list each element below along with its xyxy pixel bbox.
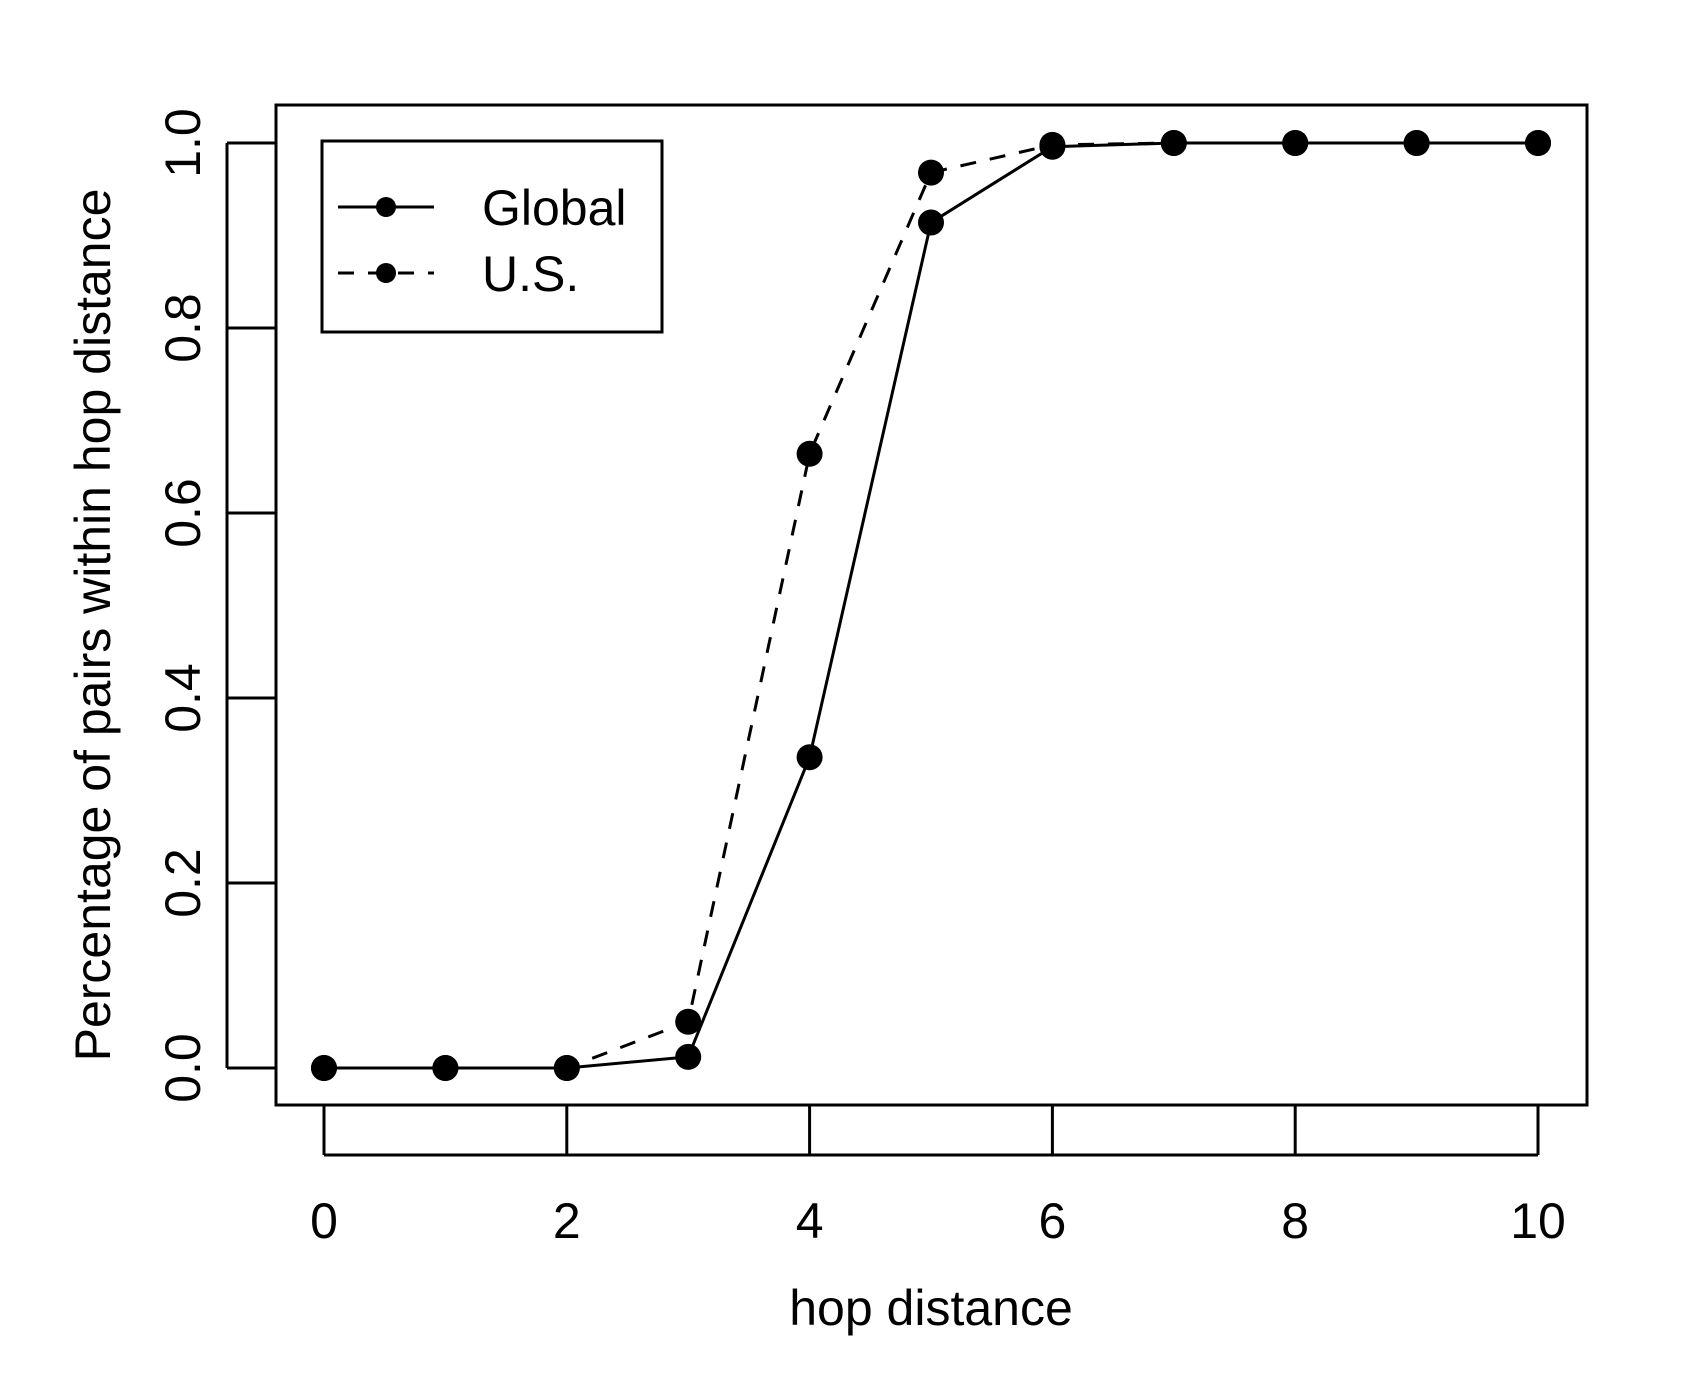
x-tick-label: 6 [1038,1193,1066,1249]
data-point [1160,130,1187,156]
data-point [675,1043,702,1070]
x-axis: 0 2 4 6 8 10 [310,1105,1566,1249]
data-point [675,1008,702,1035]
x-axis-title: hop distance [789,1280,1073,1336]
series-layer [311,130,1551,1081]
legend-marker [376,197,396,217]
legend-label: Global [482,180,627,236]
x-tick-label: 2 [553,1193,581,1249]
legend-label: U.S. [482,246,579,302]
data-point [553,1055,580,1081]
legend-marker [376,263,396,283]
plot-frame [274,103,1589,1107]
legend-box [320,139,664,334]
data-point [796,440,823,467]
y-tick-label: 0.8 [155,293,211,363]
data-point [1403,130,1430,156]
data-point [796,744,823,771]
y-tick-label: 0.0 [155,1033,211,1103]
legend-item: U.S. [338,246,579,302]
y-axis-title: Percentage of pairs within hop distance [65,189,121,1062]
x-tick-label: 10 [1510,1193,1566,1249]
data-point [311,1055,337,1081]
series-u-s- [311,130,1551,1081]
x-tick-label: 8 [1281,1193,1309,1249]
data-point [432,1055,459,1081]
x-tick-label: 0 [310,1193,338,1249]
legend: Global U.S. [320,139,664,334]
y-axis: 0.0 0.2 0.4 0.6 0.8 1.0 [155,108,277,1103]
data-point [918,209,944,236]
legend-item: Global [338,180,627,236]
x-tick-label: 4 [796,1193,824,1249]
y-tick-label: 0.4 [155,663,211,733]
y-tick-label: 1.0 [155,108,211,178]
data-point [1525,130,1551,156]
data-point [918,159,944,186]
data-point [1282,130,1309,156]
data-point [1039,131,1066,158]
y-tick-label: 0.6 [155,478,211,548]
y-tick-label: 0.2 [155,848,211,918]
